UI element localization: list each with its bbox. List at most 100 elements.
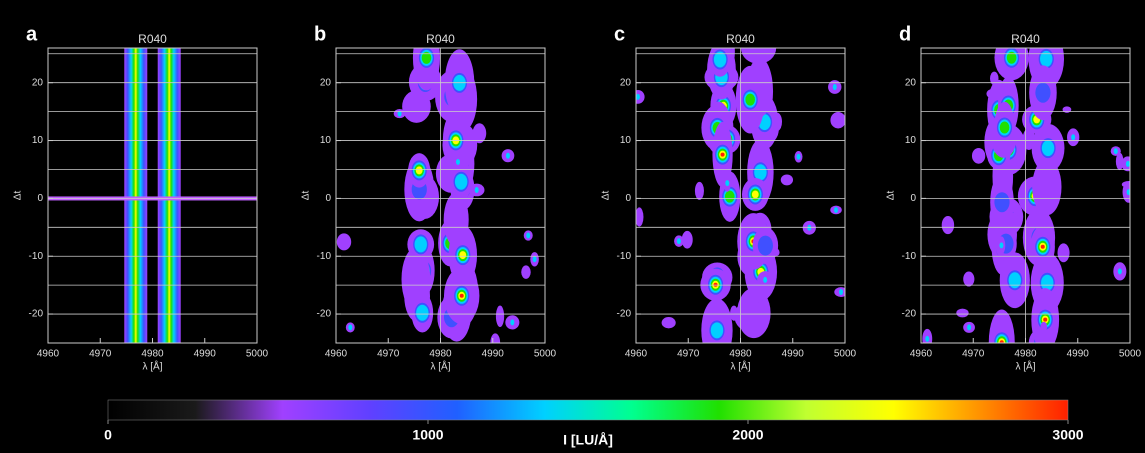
contour-blob — [757, 235, 773, 256]
y-tick-label: 0 — [910, 193, 916, 204]
contour-blob — [925, 335, 930, 342]
colorbar-tick-label: 2000 — [732, 427, 763, 443]
contour-blob — [526, 232, 531, 239]
contour-field — [636, 48, 845, 343]
panel-letter: c — [614, 23, 625, 45]
contour-blob — [1041, 274, 1054, 291]
contour-blob — [941, 215, 955, 235]
y-tick-label: 20 — [320, 77, 332, 88]
contour-blob — [694, 181, 704, 200]
x-axis-label: λ [Å] — [430, 360, 450, 373]
contour-blob — [1008, 272, 1021, 289]
contour-blob — [454, 173, 468, 190]
contour-blob — [971, 148, 986, 164]
contour-blob — [1071, 134, 1076, 141]
colorbar-tick-label: 3000 — [1052, 427, 1083, 443]
contour-blob — [990, 71, 999, 86]
contour-field — [922, 48, 1130, 343]
contour-blob — [681, 230, 693, 249]
x-tick-label: 5000 — [1119, 349, 1142, 360]
contour-blob — [754, 164, 767, 181]
y-tick-label: 0 — [37, 193, 43, 204]
contour-blob — [751, 190, 759, 199]
y-tick-label: -10 — [317, 251, 332, 262]
contour-blob — [348, 324, 353, 331]
contour-blob — [1040, 50, 1053, 67]
y-tick-label: 20 — [620, 77, 632, 88]
chart-title: R040 — [726, 32, 755, 46]
contour-blob — [839, 289, 844, 296]
contour-blob — [661, 317, 676, 329]
x-tick-label: 4970 — [89, 349, 112, 360]
contour-blob — [1041, 140, 1055, 157]
contour-blob — [832, 83, 837, 90]
model-band — [124, 48, 148, 343]
y-tick-label: 10 — [320, 135, 332, 146]
y-tick-label: 20 — [32, 77, 44, 88]
contour-blob — [495, 305, 505, 328]
contour-blob — [780, 174, 794, 186]
contour-blob — [1117, 268, 1122, 275]
contour-blob — [967, 324, 972, 331]
y-tick-label: 20 — [905, 77, 917, 88]
contour-blob — [455, 158, 460, 165]
contour-blob — [796, 153, 801, 160]
x-axis-label: λ [Å] — [730, 360, 750, 373]
x-axis-label: λ [Å] — [142, 360, 162, 373]
contour-blob — [1043, 317, 1048, 322]
contour-field — [48, 48, 257, 343]
y-axis-label: Δt — [13, 191, 24, 201]
contour-blob — [421, 51, 432, 64]
contour-blob — [807, 224, 812, 231]
x-tick-label: 4990 — [1067, 349, 1090, 360]
x-tick-label: 4970 — [677, 349, 700, 360]
contour-blob — [994, 192, 1010, 213]
contour-blob — [730, 305, 738, 321]
x-tick-label: 4960 — [37, 349, 60, 360]
y-axis-label: Δt — [886, 191, 897, 201]
x-tick-label: 4980 — [429, 349, 452, 360]
y-tick-label: 0 — [625, 193, 631, 204]
x-tick-label: 4980 — [141, 349, 164, 360]
contour-blob — [414, 236, 427, 253]
contour-blob — [443, 192, 469, 247]
panel-letter: b — [314, 23, 326, 45]
y-tick-label: 0 — [325, 193, 331, 204]
panel-letter: d — [899, 23, 911, 45]
contour-blob — [510, 319, 515, 326]
colorbar-tick-label: 0 — [104, 427, 112, 443]
contour-field — [336, 48, 539, 343]
contour-blob — [459, 251, 467, 260]
contour-blob — [464, 87, 471, 108]
contour-blob — [1126, 189, 1130, 196]
contour-blob — [725, 180, 730, 187]
x-tick-label: 5000 — [834, 349, 857, 360]
contour-blob — [963, 271, 975, 287]
x-tick-label: 4980 — [1014, 349, 1037, 360]
colorbar-label: I [LU/Å] — [563, 432, 613, 448]
contour-blob — [1121, 156, 1130, 172]
y-tick-label: -10 — [902, 251, 917, 262]
chart-title: R040 — [1011, 32, 1040, 46]
contour-blob — [988, 309, 1015, 343]
contour-blob — [710, 322, 724, 339]
x-tick-label: 4990 — [782, 349, 805, 360]
contour-blob — [1022, 128, 1036, 150]
x-axis-label: λ [Å] — [1015, 360, 1035, 373]
contour-blob — [1113, 148, 1118, 155]
contour-blob — [772, 112, 783, 132]
chart-title: R040 — [426, 32, 455, 46]
contour-blob — [763, 276, 768, 283]
x-tick-label: 4990 — [482, 349, 505, 360]
contour-blob — [1062, 106, 1072, 113]
y-tick-label: -20 — [29, 309, 44, 320]
contour-blob — [999, 242, 1004, 249]
contour-blob — [472, 123, 487, 144]
colorbar — [107, 399, 1069, 421]
y-tick-label: -20 — [902, 309, 917, 320]
contour-blob — [1040, 321, 1048, 332]
x-tick-label: 4970 — [377, 349, 400, 360]
contour-blob — [713, 51, 727, 68]
contour-blob — [505, 152, 510, 159]
contour-blob — [771, 248, 780, 257]
